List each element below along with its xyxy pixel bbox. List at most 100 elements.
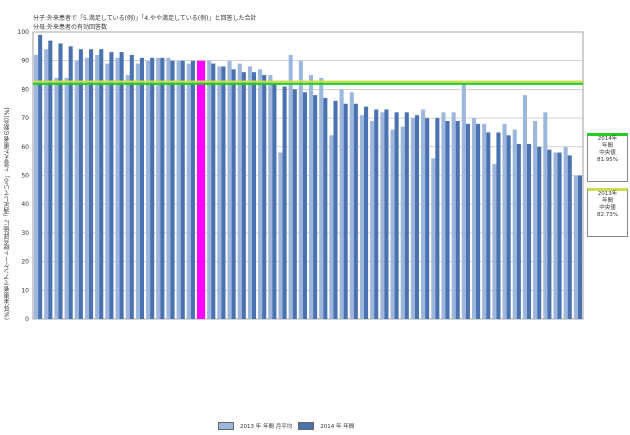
median-2013-period: 年間 <box>601 198 613 204</box>
bar-2013 <box>573 175 578 319</box>
y-tick-label: 60 <box>21 144 29 151</box>
bar-2013 <box>533 120 538 319</box>
bar-2013 <box>247 66 252 319</box>
bar-2013 <box>431 158 436 319</box>
bar-2014 <box>394 112 399 319</box>
bar-2013 <box>237 63 242 319</box>
bar-2014 <box>435 118 440 319</box>
bar-2013 <box>125 75 130 319</box>
bar-2013 <box>421 109 426 320</box>
bar-2013 <box>471 118 477 319</box>
bar-2014 <box>496 132 501 319</box>
bar-2014 <box>160 57 165 320</box>
bar-2013 <box>441 112 446 319</box>
bar-2013 <box>44 49 49 319</box>
bar-2013 <box>54 77 59 319</box>
bar-2013 <box>543 112 548 319</box>
bar-2013 <box>227 60 232 319</box>
bar-2014 <box>262 75 267 319</box>
bar-2014 <box>139 57 145 320</box>
bar-2014 <box>119 52 124 320</box>
bar-2013 <box>156 57 161 320</box>
y-tick-label: 90 <box>21 58 29 65</box>
bar-2013 <box>217 66 222 319</box>
bar-2014 <box>150 57 155 320</box>
bar-2014 <box>272 83 277 319</box>
bar-2014 <box>476 123 481 319</box>
bar-2014 <box>302 92 307 320</box>
bar-2014 <box>333 100 338 319</box>
bar-2014 <box>221 66 226 319</box>
bar-2014 <box>445 120 450 319</box>
bar-2014 <box>374 109 379 320</box>
chart-legend: 2013 年 年間 月平均 2014 年 年間 <box>218 422 354 430</box>
bar-2013 <box>105 63 110 319</box>
bar-2013 <box>95 54 100 320</box>
bar-2013 <box>553 152 558 319</box>
bar-2014 <box>577 175 582 319</box>
median-2014-year: 2014年 <box>597 136 618 142</box>
bar-2014 <box>353 103 358 319</box>
median-2014-label: 中央値 <box>599 150 616 156</box>
bar-2014 <box>190 60 195 319</box>
bar-2014 <box>180 60 185 319</box>
bar-2013 <box>288 54 293 320</box>
y-tick-label: 40 <box>21 201 29 208</box>
bar-2014 <box>48 40 53 320</box>
bar-2013 <box>349 92 354 320</box>
bar-2014 <box>241 72 246 320</box>
bar-2013 <box>482 123 487 319</box>
bar-2013 <box>563 146 568 319</box>
bar-2014 <box>282 86 287 319</box>
median-2013-year: 2013年 <box>597 191 618 197</box>
legend-label-2013: 2013 年 年間 月平均 <box>240 424 293 430</box>
bar-2014 <box>506 135 511 319</box>
bar-2014 <box>251 72 257 320</box>
bar-2014 <box>170 60 175 319</box>
y-tick-label: 0 <box>25 316 29 323</box>
bar-2013 <box>135 63 140 319</box>
bar-2014 <box>526 143 532 319</box>
bar-2013 <box>502 123 507 319</box>
bar-2013 <box>74 60 79 319</box>
bar-2013 <box>451 112 456 319</box>
bar-2014 <box>516 143 521 319</box>
median-2013-label: 中央値 <box>599 205 616 211</box>
median-2013-value: 82.73% <box>597 212 618 218</box>
bar-2013 <box>84 57 90 320</box>
bar-2013 <box>115 57 120 320</box>
bar-2013 <box>64 77 69 319</box>
bar-2014 <box>557 152 562 319</box>
bar-2014 <box>313 95 318 319</box>
bar-2013 <box>380 112 385 319</box>
bar-2014 <box>89 49 94 319</box>
y-tick-label: 70 <box>21 115 29 122</box>
bar-2014 <box>547 149 552 319</box>
bar-2013 <box>512 129 517 319</box>
bar-2014 <box>343 103 348 319</box>
bar-2013 <box>278 152 283 319</box>
bar-2014 <box>384 109 389 320</box>
bar-2013 <box>319 77 324 319</box>
bar-2013 <box>207 60 212 319</box>
bar-2013 <box>268 75 273 319</box>
bar-2013 <box>34 54 39 320</box>
bar-2013 <box>186 63 191 319</box>
bar-2014 <box>38 34 43 320</box>
bar-2013 <box>146 60 151 319</box>
bar-2014 <box>486 132 491 319</box>
bar-2014 <box>211 63 216 319</box>
median-2014-box: 2014年 年間 中央値 81.95% <box>587 133 628 182</box>
bar-2013 <box>329 135 334 319</box>
median-2013-box: 2013年 年間 中央値 82.73% <box>587 188 628 237</box>
bar-2014 <box>364 106 369 320</box>
bar-2014 <box>567 155 572 319</box>
bar-2013 <box>522 95 527 319</box>
bar-2013 <box>390 129 395 319</box>
bar-2013 <box>410 118 415 319</box>
bar-2014 <box>425 118 430 319</box>
median-2014-value: 81.95% <box>597 157 618 163</box>
y-tick-label: 80 <box>21 86 29 93</box>
legend-swatch-2013 <box>218 422 234 430</box>
